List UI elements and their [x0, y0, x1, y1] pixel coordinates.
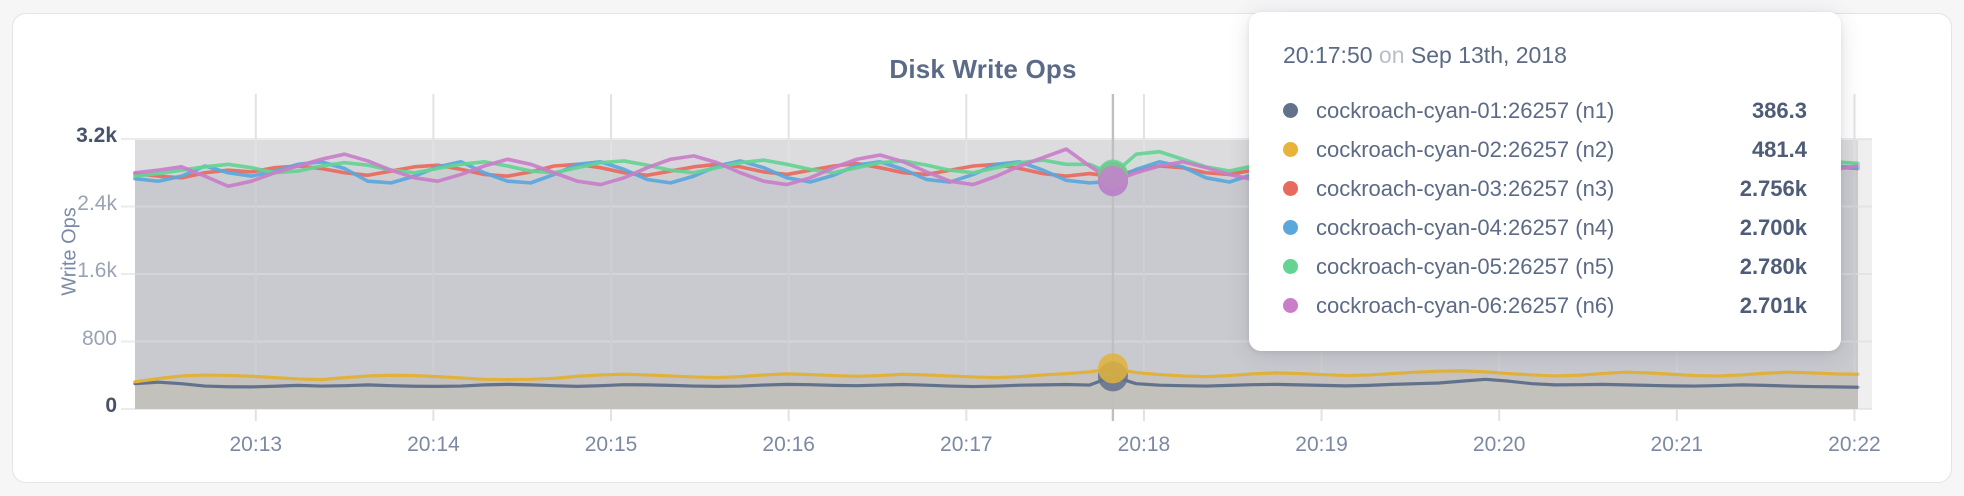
- hover-tooltip: 20:17:50 on Sep 13th, 2018 cockroach-cya…: [1249, 12, 1841, 351]
- tooltip-row: cockroach-cyan-05:26257 (n5) 2.780k: [1283, 247, 1807, 286]
- y-tick-label: 3.2k: [76, 124, 117, 147]
- x-tick-label: 20:15: [584, 433, 638, 456]
- x-tick-label: 20:18: [1117, 433, 1171, 456]
- tooltip-series-label: cockroach-cyan-06:26257 (n6): [1316, 292, 1615, 318]
- tooltip-timestamp: 20:17:50 on Sep 13th, 2018: [1283, 42, 1807, 69]
- tooltip-series-label: cockroach-cyan-02:26257 (n2): [1316, 136, 1615, 162]
- tooltip-series-list: cockroach-cyan-01:26257 (n1) 386.3 cockroa…: [1283, 91, 1807, 325]
- x-tick-label: 20:17: [940, 433, 993, 456]
- x-tick-label: 20:22: [1828, 433, 1881, 456]
- tooltip-series-value: 2.701k: [1739, 292, 1807, 318]
- tooltip-series-label: cockroach-cyan-03:26257 (n3): [1316, 175, 1615, 201]
- y-tick-label: 800: [81, 326, 117, 350]
- x-tick-label: 20:20: [1472, 433, 1526, 456]
- tooltip-row: cockroach-cyan-01:26257 (n1) 386.3: [1283, 91, 1807, 130]
- tooltip-series-value: 2.700k: [1739, 214, 1807, 240]
- x-tick-label: 20:21: [1650, 433, 1704, 456]
- tooltip-series-label: cockroach-cyan-05:26257 (n5): [1316, 253, 1615, 279]
- tooltip-row: cockroach-cyan-03:26257 (n3) 2.756k: [1283, 169, 1807, 208]
- series-line-1: [133, 374, 1860, 389]
- tooltip-row: cockroach-cyan-04:26257 (n4) 2.700k: [1283, 208, 1807, 247]
- page-title: Disk Write Ops: [889, 54, 1077, 84]
- tooltip-date: Sep 13th, 2018: [1410, 42, 1567, 68]
- series-color-dot-icon: [1283, 298, 1298, 313]
- hover-point-2: [1097, 353, 1128, 384]
- y-tick-label: 0: [105, 394, 117, 417]
- x-tick-label: 20:16: [762, 433, 815, 456]
- tooltip-series-value: 2.780k: [1739, 253, 1807, 279]
- plot-edge: [1858, 139, 1872, 409]
- series-color-dot-icon: [1283, 142, 1298, 157]
- tooltip-series-label: cockroach-cyan-01:26257 (n1): [1316, 97, 1615, 123]
- x-tick-label: 20:14: [407, 433, 460, 456]
- x-tick-label: 20:13: [229, 433, 283, 456]
- tooltip-on-word: on: [1378, 42, 1405, 68]
- x-tick-label: 20:19: [1295, 433, 1348, 456]
- tooltip-series-value: 481.4: [1751, 136, 1807, 162]
- tooltip-row: cockroach-cyan-06:26257 (n6) 2.701k: [1283, 286, 1807, 325]
- tooltip-row: cockroach-cyan-02:26257 (n2) 481.4: [1283, 130, 1807, 169]
- y-tick-label: 1.6k: [77, 259, 117, 282]
- series-color-dot-icon: [1283, 181, 1298, 196]
- y-tick-label: 2.4k: [77, 191, 117, 215]
- tooltip-series-value: 386.3: [1751, 97, 1807, 123]
- tooltip-series-value: 2.756k: [1739, 175, 1807, 201]
- tooltip-series-label: cockroach-cyan-04:26257 (n4): [1316, 214, 1615, 240]
- series-color-dot-icon: [1283, 103, 1298, 118]
- tooltip-time: 20:17:50: [1283, 42, 1373, 68]
- series-color-dot-icon: [1283, 259, 1298, 274]
- series-line-2: [133, 366, 1860, 384]
- hover-point-6: [1097, 166, 1128, 197]
- series-color-dot-icon: [1283, 220, 1298, 235]
